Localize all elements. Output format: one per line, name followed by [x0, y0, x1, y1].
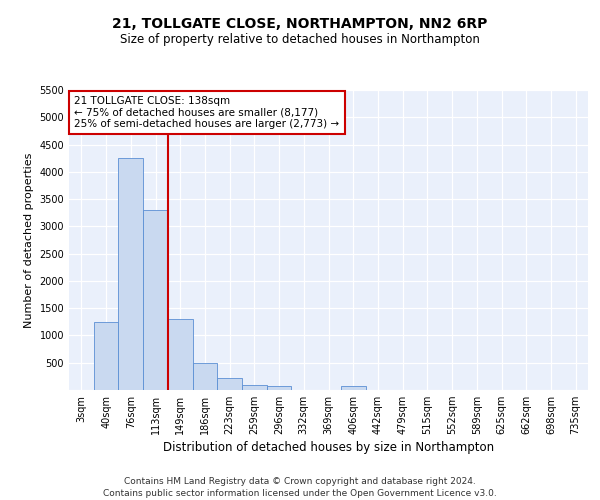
- Bar: [168, 319, 193, 390]
- Text: 21 TOLLGATE CLOSE: 138sqm
← 75% of detached houses are smaller (8,177)
25% of se: 21 TOLLGATE CLOSE: 138sqm ← 75% of detac…: [74, 96, 340, 129]
- Bar: [143, 210, 168, 390]
- Bar: [242, 384, 267, 390]
- Text: Contains HM Land Registry data © Crown copyright and database right 2024.
Contai: Contains HM Land Registry data © Crown c…: [103, 476, 497, 498]
- Bar: [193, 362, 217, 390]
- X-axis label: Distribution of detached houses by size in Northampton: Distribution of detached houses by size …: [163, 442, 494, 454]
- Bar: [341, 386, 365, 390]
- Bar: [118, 158, 143, 390]
- Bar: [267, 386, 292, 390]
- Text: 21, TOLLGATE CLOSE, NORTHAMPTON, NN2 6RP: 21, TOLLGATE CLOSE, NORTHAMPTON, NN2 6RP: [112, 18, 488, 32]
- Y-axis label: Number of detached properties: Number of detached properties: [24, 152, 34, 328]
- Bar: [217, 378, 242, 390]
- Bar: [94, 322, 118, 390]
- Text: Size of property relative to detached houses in Northampton: Size of property relative to detached ho…: [120, 32, 480, 46]
